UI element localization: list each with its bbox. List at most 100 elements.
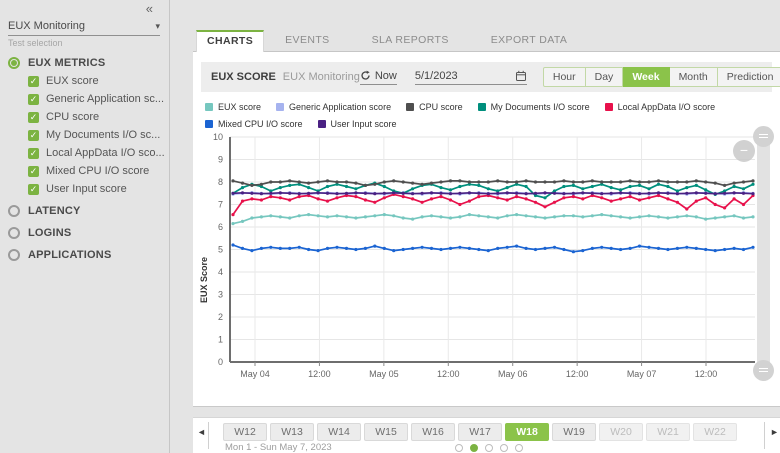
refresh-now-button[interactable]: Now <box>359 70 397 85</box>
x-tick-label: May 06 <box>498 369 528 379</box>
week-button-w17[interactable]: W17 <box>458 423 502 441</box>
tab-charts[interactable]: CHARTS <box>196 30 265 52</box>
sidebar-item-latency[interactable]: LATENCY <box>8 202 167 220</box>
series-line-mixed-cpu-i-o-score <box>232 244 754 253</box>
page-dot-5[interactable] <box>515 444 523 452</box>
radio-icon[interactable] <box>8 57 20 69</box>
series-marker <box>571 183 575 187</box>
series-marker <box>619 180 623 184</box>
series-marker <box>240 219 245 223</box>
series-marker <box>411 217 415 221</box>
legend-item-local-appdata-i-o-score[interactable]: Local AppData I/O score <box>604 102 715 112</box>
next-week-arrow[interactable]: ► <box>770 427 779 437</box>
series-marker <box>458 184 462 189</box>
series-marker <box>713 249 717 253</box>
page-dot-1[interactable] <box>455 444 463 452</box>
metric-eux-score[interactable]: ✓ EUX score <box>28 72 167 90</box>
prev-week-arrow[interactable]: ◄ <box>197 427 206 437</box>
checkbox-icon[interactable]: ✓ <box>28 75 39 87</box>
sidebar-item-applications[interactable]: APPLICATIONS <box>8 246 167 264</box>
range-button-month[interactable]: Month <box>669 67 718 87</box>
series-marker <box>231 213 235 217</box>
legend-item-my-documents-i-o-score[interactable]: My Documents I/O score <box>477 102 590 112</box>
radio-icon[interactable] <box>8 249 20 261</box>
metric-user-input-score[interactable]: ✓ User Input score <box>28 180 167 198</box>
sidebar-item-logins[interactable]: LOGINS <box>8 224 167 242</box>
legend-item-eux-score[interactable]: EUX score <box>205 102 261 112</box>
week-button-w14[interactable]: W14 <box>317 423 361 441</box>
radio-icon[interactable] <box>8 227 20 239</box>
checkbox-icon[interactable]: ✓ <box>28 111 39 123</box>
series-marker <box>467 199 471 203</box>
radio-icon[interactable] <box>8 205 20 217</box>
series-marker <box>448 192 453 196</box>
range-button-week[interactable]: Week <box>623 67 670 87</box>
series-marker <box>344 184 349 189</box>
range-button-day[interactable]: Day <box>585 67 624 87</box>
week-button-w16[interactable]: W16 <box>411 423 455 441</box>
checkbox-icon[interactable]: ✓ <box>28 147 39 159</box>
series-marker <box>250 191 254 195</box>
sidebar-item-eux-metrics[interactable]: EUX METRICS <box>8 54 167 72</box>
checkbox-icon[interactable]: ✓ <box>28 129 39 141</box>
series-marker <box>486 192 490 196</box>
series-marker <box>666 184 670 189</box>
range-button-hour[interactable]: Hour <box>542 67 586 87</box>
week-button-w13[interactable]: W13 <box>270 423 314 441</box>
page-dot-4[interactable] <box>500 444 508 452</box>
week-button-w19[interactable]: W19 <box>552 423 596 441</box>
slider-handle-bottom[interactable] <box>753 360 774 381</box>
tab-sla-reports[interactable]: SLA REPORTS <box>371 34 449 46</box>
metric-cpu-score[interactable]: ✓ CPU score <box>28 108 167 126</box>
series-marker <box>373 200 377 204</box>
week-button-w12[interactable]: W12 <box>223 423 267 441</box>
checkbox-icon[interactable]: ✓ <box>28 165 39 177</box>
tab-export-data[interactable]: EXPORT DATA <box>490 34 568 46</box>
legend-item-mixed-cpu-i-o-score[interactable]: Mixed CPU I/O score <box>205 119 303 129</box>
legend-item-generic-application-score[interactable]: Generic Application score <box>276 102 391 112</box>
series-marker <box>382 180 386 184</box>
legend-item-user-input-score[interactable]: User Input score <box>317 119 397 129</box>
calendar-icon[interactable] <box>515 70 527 82</box>
week-button-w18[interactable]: W18 <box>505 423 549 441</box>
series-marker <box>259 182 263 186</box>
series-marker <box>590 184 594 189</box>
week-buttons: W12 W13 W14 W15 W16 W17 W18 W19 W20 W21 W22 <box>223 423 737 441</box>
metric-local-appdata-i-o-sco[interactable]: ✓ Local AppData I/O sco... <box>28 144 167 162</box>
series-marker <box>619 191 623 195</box>
page-dot-3[interactable] <box>485 444 493 452</box>
series-marker <box>741 247 746 252</box>
test-selector-dropdown[interactable]: EUX Monitoring ▾ <box>8 20 160 36</box>
series-marker <box>505 214 509 218</box>
series-marker <box>524 197 528 201</box>
week-button-w22[interactable]: W22 <box>693 423 737 441</box>
week-button-w20[interactable]: W20 <box>599 423 643 441</box>
slider-handle-top[interactable] <box>753 126 774 147</box>
zoom-out-button[interactable]: − <box>733 140 755 162</box>
series-marker <box>411 181 415 185</box>
date-input[interactable]: 5/1/2023 <box>414 70 527 85</box>
y-tick-label: 9 <box>218 155 223 165</box>
tab-events[interactable]: EVENTS <box>285 34 330 46</box>
sidebar-collapse-icon[interactable]: « <box>145 1 153 16</box>
metric-my-documents-i-o-sc[interactable]: ✓ My Documents I/O sc... <box>28 126 167 144</box>
series-marker <box>288 191 292 195</box>
vertical-range-slider[interactable] <box>753 126 774 381</box>
series-marker <box>600 192 604 196</box>
series-marker <box>439 191 443 195</box>
series-marker <box>448 246 453 250</box>
checkbox-icon[interactable]: ✓ <box>28 93 39 105</box>
series-marker <box>288 216 292 220</box>
legend-item-cpu-score[interactable]: CPU score <box>406 102 463 112</box>
page-dot-2[interactable] <box>470 444 478 452</box>
x-tick-label: 12:00 <box>695 369 718 379</box>
week-button-w21[interactable]: W21 <box>646 423 690 441</box>
metric-generic-application-sc[interactable]: ✓ Generic Application sc... <box>28 90 167 108</box>
range-button-prediction[interactable]: Prediction <box>717 67 780 87</box>
series-marker <box>411 197 415 201</box>
metric-mixed-cpu-i-o-score[interactable]: ✓ Mixed CPU I/O score <box>28 162 167 180</box>
week-button-w15[interactable]: W15 <box>364 423 408 441</box>
series-marker <box>297 195 301 199</box>
series-marker <box>732 214 736 218</box>
checkbox-icon[interactable]: ✓ <box>28 183 39 195</box>
